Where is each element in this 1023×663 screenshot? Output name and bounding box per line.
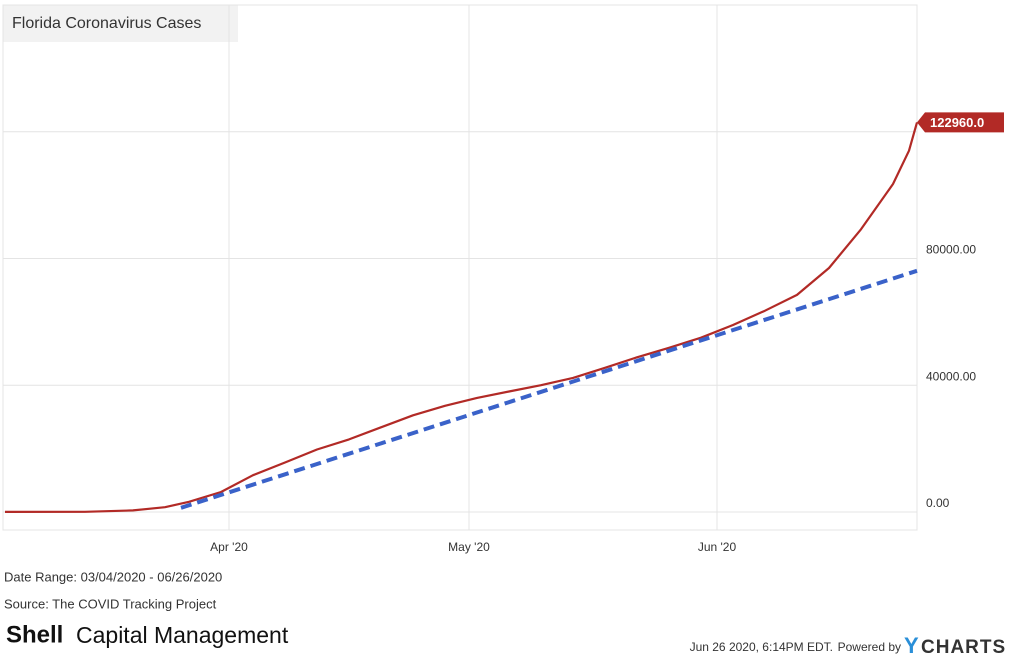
y-tick-label: 0.00 <box>926 496 950 510</box>
trend-line <box>180 268 918 510</box>
powered-by: Powered by <box>838 640 901 654</box>
data-line <box>4 122 919 513</box>
brand-bold: Shell <box>6 621 63 648</box>
timestamp: Jun 26 2020, 6:14PM EDT. <box>690 640 833 654</box>
source: Source: The COVID Tracking Project <box>4 596 217 611</box>
y-tick-label: 80000.00 <box>926 243 976 257</box>
logo-y: Y <box>904 633 919 658</box>
end-label: 122960.0 <box>930 115 984 130</box>
x-tick-label: Apr '20 <box>210 540 248 554</box>
end-label-box <box>917 112 1004 133</box>
x-tick-label: May '20 <box>448 540 490 554</box>
plot-frame <box>2 4 918 531</box>
chart-title: Florida Coronavirus Cases <box>12 15 201 32</box>
brand-rest: Capital Management <box>76 622 289 648</box>
y-tick-label: 40000.00 <box>926 369 976 383</box>
title-box <box>3 5 238 42</box>
logo-rest: CHARTS <box>921 637 1006 658</box>
date-range: Date Range: 03/04/2020 - 06/26/2020 <box>4 569 222 584</box>
x-tick-label: Jun '20 <box>698 540 737 554</box>
